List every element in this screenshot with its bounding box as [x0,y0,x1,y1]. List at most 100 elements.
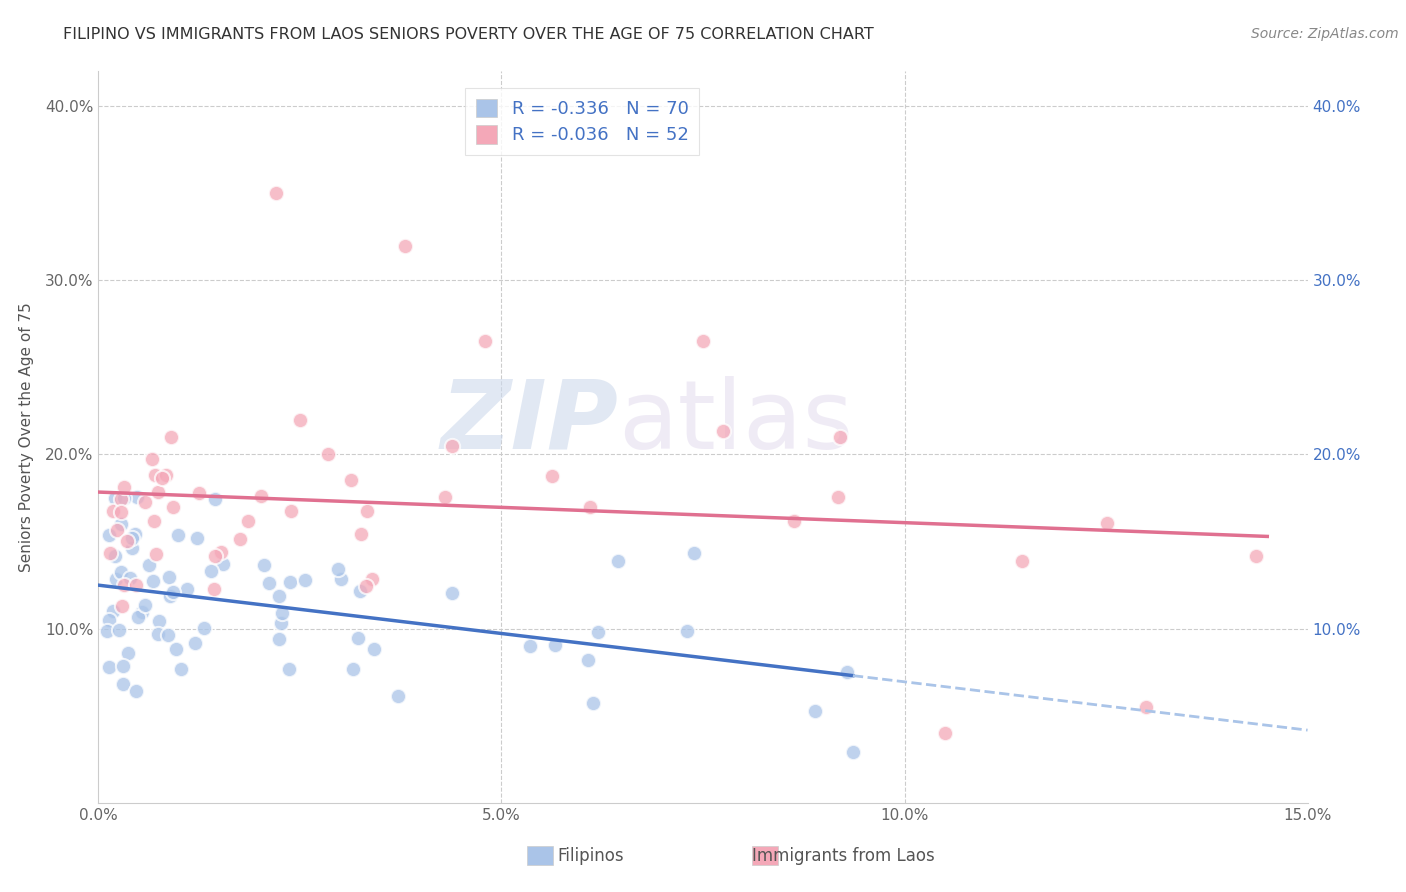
Point [96,624,118,638]
Legend: R = -0.336   N = 70, R = -0.036   N = 52: R = -0.336 N = 70, R = -0.036 N = 52 [465,87,699,155]
Point [150,471,173,485]
Y-axis label: Seniors Poverty Over the Age of 75: Seniors Poverty Over the Age of 75 [18,302,34,572]
Point [209,545,232,559]
Point [160,430,183,444]
Point [582,696,605,710]
Point [111,659,134,673]
Point [576,652,599,666]
Point [110,565,132,579]
Point [156,628,179,642]
Point [842,745,865,759]
Point [441,439,464,453]
Point [1097,516,1119,530]
Point [193,621,215,635]
Point [586,625,609,640]
Point [606,553,628,567]
Point [138,558,160,572]
Point [783,514,806,528]
Point [519,639,541,653]
Point [157,570,180,584]
Point [118,571,141,585]
Point [104,549,127,564]
Point [544,638,567,652]
Point [148,484,170,499]
Point [186,531,208,545]
Point [125,577,148,591]
Point [354,579,377,593]
Point [441,586,464,600]
Point [474,334,496,349]
Point [676,624,699,638]
Text: Source: ZipAtlas.com: Source: ZipAtlas.com [1251,27,1399,41]
Point [142,574,165,588]
Point [187,486,209,500]
Point [159,589,181,603]
Point [229,532,252,546]
Point [204,491,226,506]
Point [257,575,280,590]
Point [127,609,149,624]
Point [167,527,190,541]
Point [165,642,187,657]
Point [387,689,409,703]
Point [835,665,858,679]
Point [277,662,299,676]
Point [131,605,153,619]
Point [143,514,166,528]
Point [176,582,198,597]
Point [326,561,349,575]
Point [541,469,564,483]
Point [202,582,225,596]
Point [1244,549,1267,564]
Point [111,599,134,613]
Point [827,490,849,504]
Point [280,504,302,518]
Point [97,660,120,674]
Point [97,613,120,627]
Point [124,526,146,541]
Point [121,541,143,555]
Point [211,557,233,571]
Point [316,447,339,461]
Point [162,500,184,514]
Point [125,491,148,505]
Point [200,564,222,578]
Point [110,491,132,506]
Text: Filipinos: Filipinos [557,847,624,865]
Point [579,500,602,514]
Point [117,646,139,660]
Point [329,572,352,586]
Point [360,572,382,586]
Point [342,662,364,676]
Point [115,534,138,549]
Point [184,636,207,650]
Text: Immigrants from Laos: Immigrants from Laos [752,847,935,865]
Point [97,528,120,542]
Point [692,334,714,349]
Point [934,726,956,740]
Point [145,548,167,562]
Point [143,467,166,482]
Point [125,684,148,698]
Point [253,558,276,572]
Point [121,531,143,545]
Point [349,583,371,598]
Point [110,517,132,532]
Point [112,491,135,505]
Point [828,430,851,444]
Point [170,662,193,676]
Point [1011,554,1033,568]
Point [148,614,170,628]
Point [711,425,734,439]
Point [270,616,292,631]
Text: FILIPINO VS IMMIGRANTS FROM LAOS SENIORS POVERTY OVER THE AGE OF 75 CORRELATION : FILIPINO VS IMMIGRANTS FROM LAOS SENIORS… [63,27,875,42]
Point [269,632,291,647]
Point [112,578,135,592]
Point [141,451,163,466]
Point [105,523,128,537]
Point [155,467,177,482]
Point [347,632,370,646]
Point [104,572,127,586]
Point [271,607,294,621]
Point [340,473,363,487]
